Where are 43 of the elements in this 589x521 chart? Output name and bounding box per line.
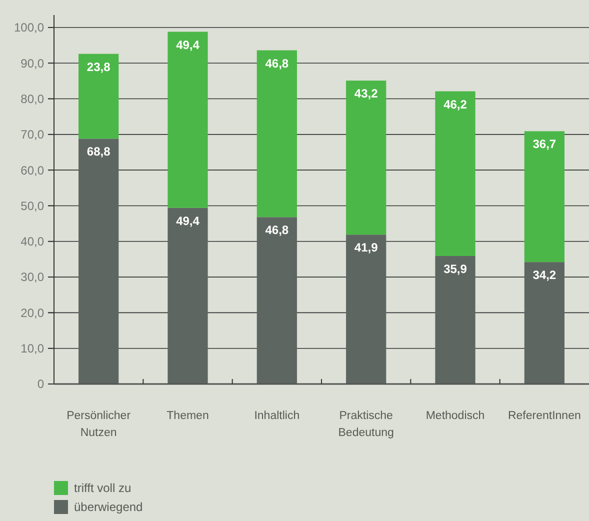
bar bbox=[256, 50, 297, 218]
data-label: 34,2 bbox=[532, 268, 556, 282]
legend-label: trifft voll zu bbox=[74, 481, 132, 495]
x-tick-label: Methodisch bbox=[426, 410, 485, 422]
data-label: 46,8 bbox=[265, 56, 289, 70]
y-tick-label: 60,0 bbox=[20, 163, 44, 178]
bar bbox=[256, 217, 297, 384]
data-label: 36,7 bbox=[532, 137, 556, 152]
data-label: 23,8 bbox=[86, 60, 111, 74]
data-label: 35,9 bbox=[444, 262, 468, 276]
data-label: 43,2 bbox=[354, 86, 378, 101]
data-label: 68,8 bbox=[86, 144, 111, 159]
x-tick-label: Praktische Bedeutung bbox=[338, 410, 394, 439]
y-tick-label: 50,0 bbox=[20, 198, 44, 213]
x-tick-label: Themen bbox=[166, 410, 209, 422]
data-label: 41,9 bbox=[354, 240, 378, 255]
y-tick-label: 90,0 bbox=[20, 56, 44, 70]
x-tick-label: Persönlicher Nutzen bbox=[66, 410, 131, 439]
y-tick-label: 0 bbox=[37, 377, 44, 392]
bar bbox=[524, 262, 564, 384]
bar bbox=[346, 234, 386, 384]
y-tick-label: 10,0 bbox=[20, 342, 44, 356]
bar bbox=[168, 32, 208, 208]
data-label: 46,8 bbox=[265, 223, 289, 238]
y-tick-label: 40,0 bbox=[20, 234, 44, 249]
data-label: 49,4 bbox=[176, 38, 200, 52]
x-tick-label: ReferentInnen bbox=[508, 410, 581, 422]
y-tick-label: 30,0 bbox=[20, 270, 44, 284]
data-label: 49,4 bbox=[176, 214, 200, 228]
bar bbox=[346, 80, 386, 235]
x-tick-label: Inhaltlich bbox=[254, 410, 300, 422]
bar bbox=[168, 208, 208, 384]
y-tick-label: 100,0 bbox=[14, 20, 44, 35]
bar bbox=[78, 54, 119, 139]
bar bbox=[524, 131, 564, 262]
legend-label: überwiegend bbox=[74, 500, 143, 514]
bar bbox=[435, 256, 476, 384]
y-tick-label: 80,0 bbox=[20, 92, 44, 106]
y-tick-label: 20,0 bbox=[20, 306, 44, 320]
bar bbox=[78, 138, 119, 384]
y-tick-label: 70,0 bbox=[20, 128, 44, 142]
bar bbox=[435, 91, 476, 256]
data-label: 46,2 bbox=[444, 97, 468, 112]
